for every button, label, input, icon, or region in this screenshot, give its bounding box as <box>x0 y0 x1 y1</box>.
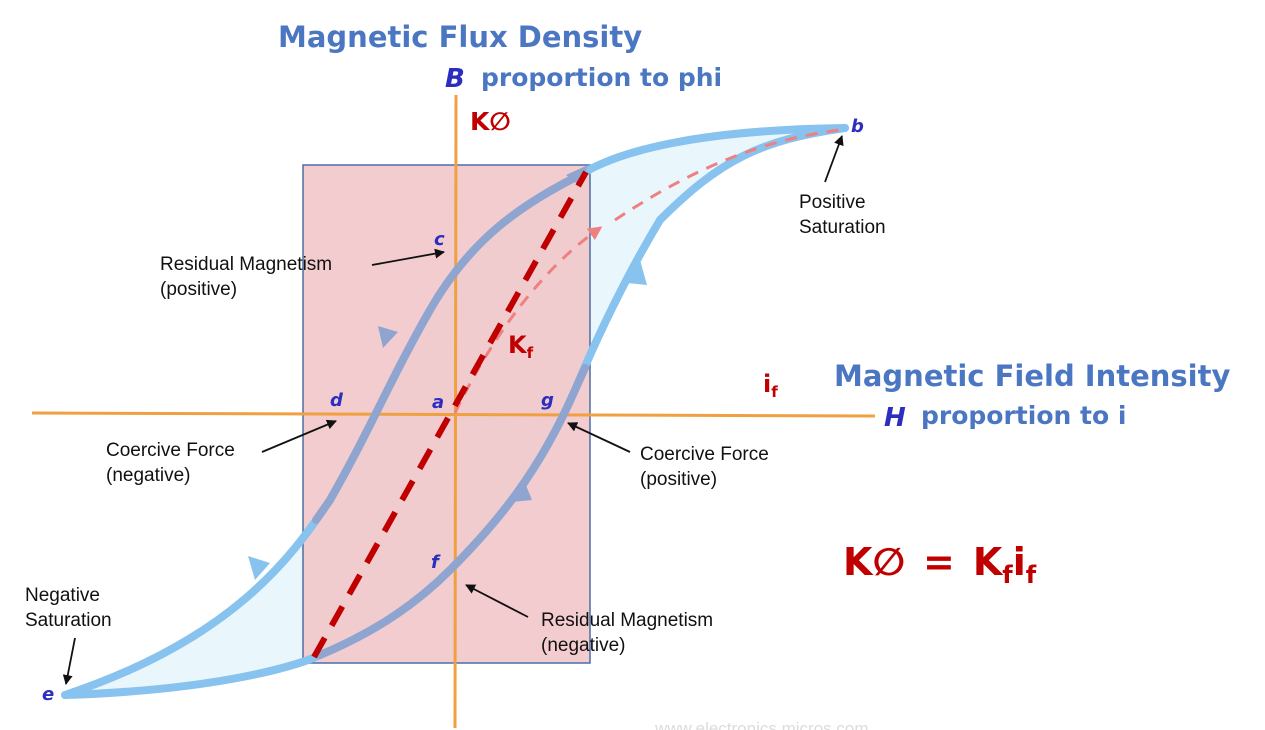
k-f-label: Kf <box>508 331 534 362</box>
pointer-positive-saturation <box>824 135 844 183</box>
point-g-label: g <box>541 390 554 411</box>
loop-arrow-lower-right <box>512 478 532 502</box>
flux-density-title: Magnetic Flux Density <box>278 20 642 54</box>
coercive-positive-label: Coercive Force (positive) <box>640 444 774 490</box>
loop-descending-inside-box <box>312 171 584 524</box>
coercive-negative-label: Coercive Force (negative) <box>106 440 240 486</box>
pointer-coercive-positive <box>567 422 631 453</box>
i-f-label: if <box>763 370 778 401</box>
loop-arrow-top <box>566 165 588 186</box>
initial-magnetization-curve-upper <box>614 128 841 222</box>
pointer-residual-positive <box>371 248 445 266</box>
point-f-label: f <box>431 552 441 573</box>
k-phi-label: K∅ <box>470 107 511 136</box>
negative-saturation-label: Negative Saturation <box>25 585 112 631</box>
h-axis-symbol: H <box>884 403 906 433</box>
h-proportion-label: proportion to i <box>921 401 1126 430</box>
point-d-label: d <box>330 390 344 411</box>
loop-arrow-lower-left <box>248 556 270 580</box>
field-flux-equation: K∅ = Kfif <box>843 540 1037 589</box>
linear-approximation-line <box>311 170 589 659</box>
field-intensity-title: Magnetic Field Intensity <box>834 359 1230 393</box>
b-proportion-label: proportion to phi <box>481 63 722 92</box>
loop-ascending-inside-box <box>316 364 589 659</box>
pointer-residual-negative <box>465 584 529 618</box>
point-e-label: e <box>42 684 54 705</box>
initial-magnetization-curve <box>453 226 603 414</box>
h-axis-line <box>31 411 876 418</box>
residual-negative-label: Residual Magnetism (negative) <box>541 610 718 656</box>
residual-positive-label: Residual Magnetism (positive) <box>160 254 337 300</box>
b-axis-symbol: B <box>445 64 465 94</box>
point-a-label: a <box>432 392 444 413</box>
pointer-coercive-negative <box>261 419 337 453</box>
pointer-negative-saturation <box>62 637 76 685</box>
point-b-label: b <box>851 116 864 137</box>
loop-arrow-upper-left <box>378 326 398 348</box>
loop-arrow-upper-right <box>627 260 647 285</box>
watermark-text: www.electronics.micros.com <box>654 719 869 730</box>
positive-saturation-label: Positive Saturation <box>799 192 886 238</box>
point-c-label: c <box>434 229 445 250</box>
